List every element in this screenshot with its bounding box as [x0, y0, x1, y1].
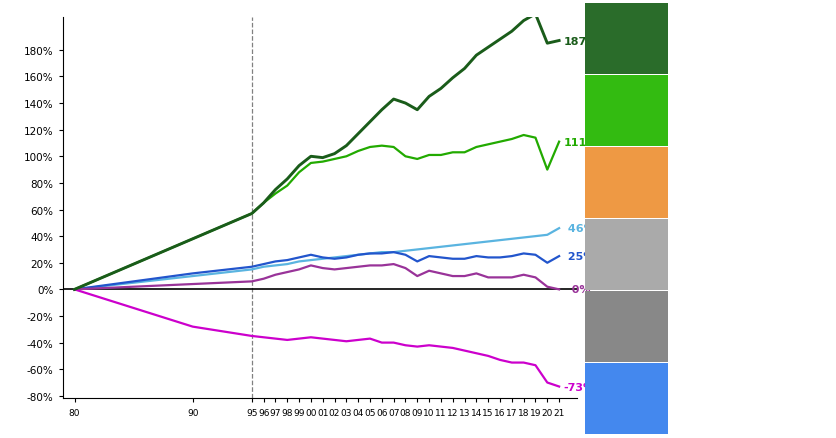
FancyBboxPatch shape — [585, 76, 669, 146]
Text: Energy Consumption: Energy Consumption — [678, 250, 808, 260]
Text: Vehicles Miles Traveled: Vehicles Miles Traveled — [678, 106, 823, 116]
Text: 187%: 187% — [563, 36, 599, 46]
FancyBboxPatch shape — [585, 364, 669, 434]
FancyBboxPatch shape — [585, 220, 669, 290]
Text: CO₂ Emissions: CO₂ Emissions — [678, 322, 767, 332]
Text: -73%: -73% — [563, 381, 595, 392]
Text: 46%: 46% — [563, 224, 594, 233]
FancyBboxPatch shape — [585, 148, 669, 218]
FancyBboxPatch shape — [585, 292, 669, 362]
Text: Gross Domestic Product: Gross Domestic Product — [678, 35, 828, 44]
Text: 111%: 111% — [563, 138, 599, 147]
Text: 0%: 0% — [563, 285, 590, 295]
Text: Aggregate Emissions
(Six Common Pollutants): Aggregate Emissions (Six Common Pollutan… — [678, 388, 833, 410]
Text: Population: Population — [678, 178, 746, 188]
Text: 25%: 25% — [563, 251, 594, 261]
FancyBboxPatch shape — [585, 4, 669, 74]
